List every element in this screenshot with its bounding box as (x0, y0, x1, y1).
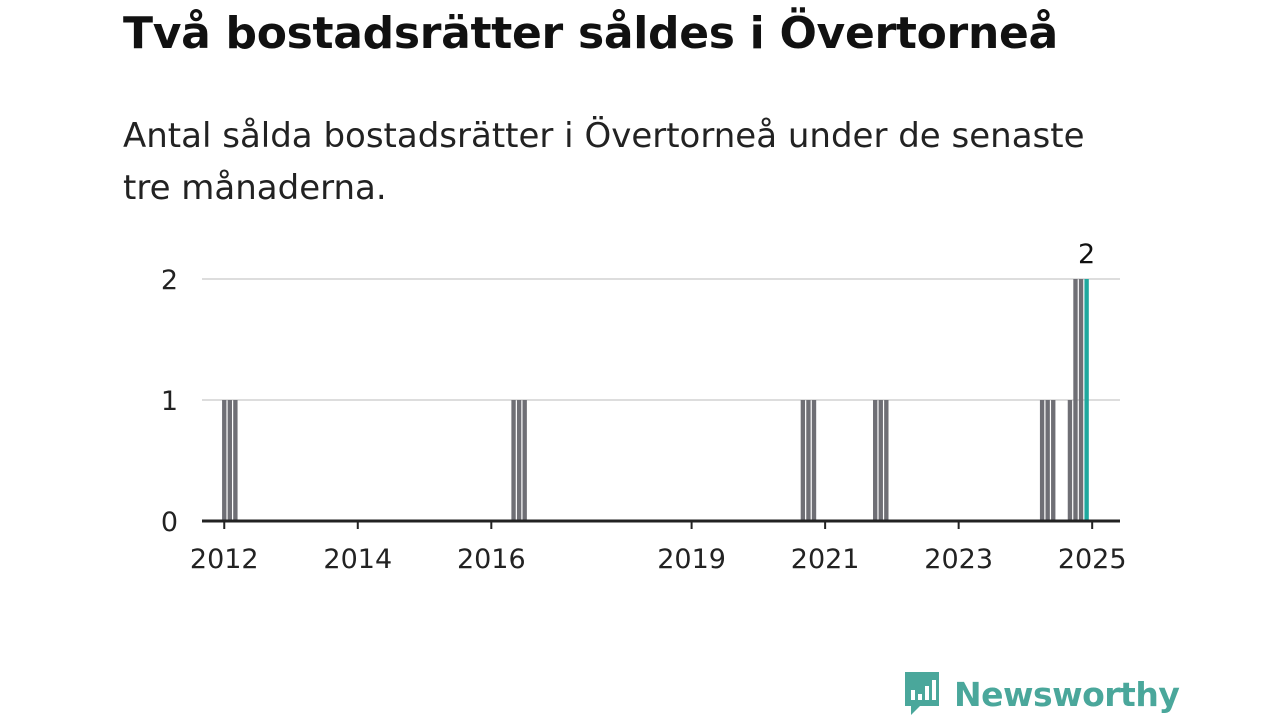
y-tick-label: 0 (161, 507, 178, 538)
bar (806, 400, 811, 521)
y-tick-label: 1 (161, 386, 178, 417)
x-tick-label: 2025 (1058, 544, 1127, 575)
bar (227, 400, 232, 521)
bar (873, 400, 878, 521)
bar (1045, 400, 1050, 521)
bar (811, 400, 817, 521)
y-axis-ticks: 0 1 2 (161, 265, 178, 538)
bars (222, 279, 1089, 521)
x-tick-label: 2016 (457, 544, 526, 575)
bar (1078, 279, 1084, 521)
y-tick-label: 2 (161, 265, 178, 296)
bar-chart: 0 1 2 2012 2014 2016 2019 2021 2023 2025 2 (161, 239, 1127, 575)
grid-lines (202, 278, 1120, 401)
bar (516, 400, 522, 521)
bar (222, 400, 227, 521)
x-tick-label: 2021 (791, 544, 860, 575)
brand-name: Newsworthy (954, 675, 1180, 714)
bar (800, 400, 806, 521)
x-tick-label: 2012 (190, 544, 259, 575)
bar (511, 400, 516, 521)
x-tick-label: 2019 (657, 544, 726, 575)
bar-chart-speech-bubble-icon (902, 670, 942, 720)
bar (1067, 400, 1073, 521)
x-tick-label: 2014 (323, 544, 392, 575)
bar (878, 400, 883, 521)
newsworthy-logo: Newsworthy (902, 670, 1180, 720)
highlight-bar (1084, 279, 1089, 521)
bar (1073, 279, 1078, 521)
chart-subtitle: Antal sålda bostadsrätter i Övertorneå u… (123, 116, 1085, 208)
bar (522, 400, 527, 521)
bar (1051, 400, 1056, 521)
bar (233, 400, 238, 521)
x-axis-ticks: 2012 2014 2016 2019 2021 2023 2025 (190, 521, 1127, 575)
bar (884, 400, 889, 521)
chart-title: Två bostadsrätter såldes i Övertorneå (123, 8, 1058, 59)
bar (1039, 400, 1045, 521)
x-tick-label: 2023 (924, 544, 993, 575)
highlight-value-label: 2 (1078, 239, 1095, 270)
